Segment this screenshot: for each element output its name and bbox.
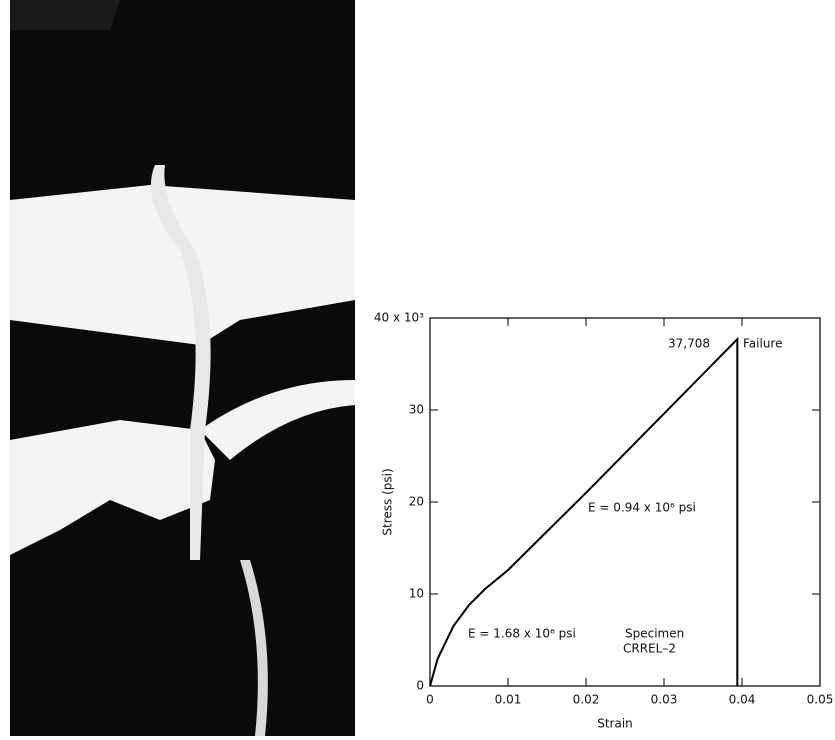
photo-wires	[150, 165, 211, 560]
annotation: E = 1.68 x 10⁶ psi	[468, 627, 576, 641]
y-tick-label: 10	[409, 587, 424, 601]
annotation: Failure	[743, 337, 782, 351]
x-tick-label: 0	[426, 693, 434, 707]
x-tick-label: 0.03	[651, 693, 678, 707]
photo-light-area	[10, 185, 355, 345]
photo-highlight	[240, 560, 268, 736]
annotation: 37,708	[668, 337, 710, 351]
y-axis-title: Stress (psi)	[381, 468, 395, 535]
y-tick-label: 20	[409, 495, 424, 509]
x-tick-label: 0.05	[807, 693, 834, 707]
annotation: CRREL–2	[623, 642, 676, 656]
line	[429, 336, 739, 687]
x-tick-label: 0.04	[729, 693, 756, 707]
annotation: Specimen	[625, 627, 684, 641]
x-axis-title: Strain	[597, 717, 633, 731]
x-tick-label: 0.01	[495, 693, 522, 707]
y-tick-label: 30	[409, 403, 424, 417]
y-tick-label: 0	[416, 679, 424, 693]
photo-background	[10, 0, 355, 736]
photo-dark-area	[10, 0, 120, 30]
x-tick-label: 0.02	[573, 693, 600, 707]
photo	[10, 0, 355, 736]
photo-light-area	[10, 420, 215, 555]
y-tick-label: 40 x 10³	[374, 311, 424, 325]
annotation: E = 0.94 x 10⁶ psi	[588, 501, 696, 515]
photo-light-area	[200, 380, 355, 460]
